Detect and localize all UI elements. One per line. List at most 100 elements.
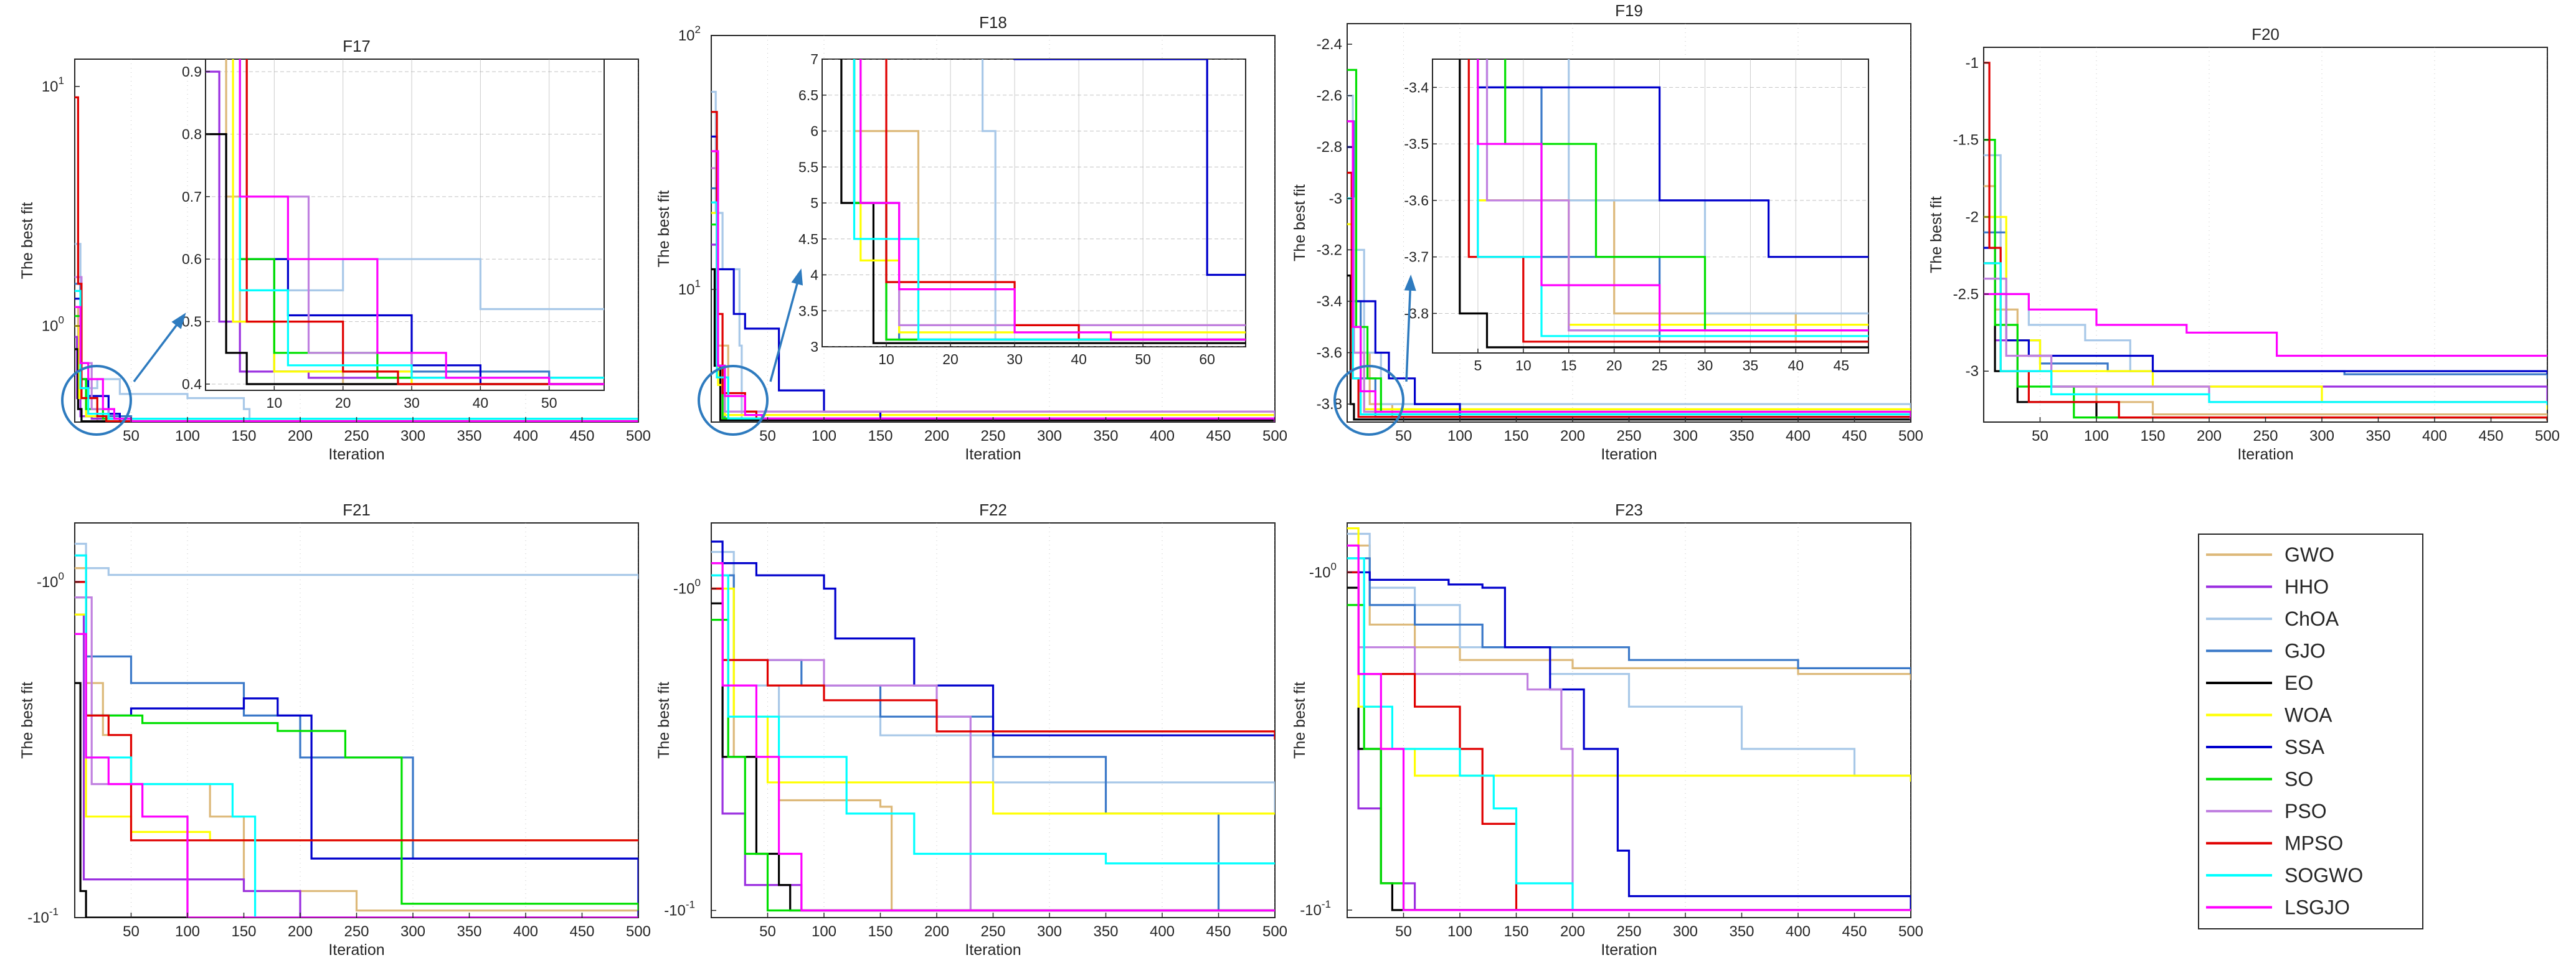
inset-series-line-pso: [1485, 59, 1868, 332]
y-tick-label: 101: [42, 75, 64, 95]
inset-x-tick-label: 5: [1474, 357, 1482, 374]
legend-box: [2198, 534, 2423, 929]
y-tick-label: -2.6: [1317, 88, 1342, 105]
x-axis-label: Iteration: [965, 941, 1021, 959]
y-axis-label: The best fit: [655, 190, 673, 268]
x-tick-label: 200: [288, 923, 313, 940]
x-tick-label: 400: [513, 923, 538, 940]
x-tick-label: 250: [1616, 428, 1641, 444]
zoom-arrow-head: [1404, 275, 1416, 291]
y-tick-label: -10-1: [664, 898, 695, 919]
y-tick-label: 100: [42, 314, 64, 335]
inset-series-line-gwo: [1477, 59, 1868, 343]
inset-x-tick-label: 20: [1606, 357, 1622, 374]
x-tick-label: 450: [1842, 428, 1867, 444]
x-tick-label: 100: [2084, 428, 2109, 444]
inset-x-tick-label: 10: [267, 395, 283, 411]
y-tick-label: -3: [1329, 190, 1342, 207]
panel-f22: 50 100 150 200 250 300 350 400 450 500 -100 -10-1 F2…: [655, 501, 1287, 959]
x-tick-label: 150: [231, 428, 256, 444]
inset-x-tick-label: 40: [1071, 351, 1087, 367]
inset-series-line-pso: [245, 59, 604, 379]
x-tick-label: 250: [980, 428, 1005, 444]
x-axis-label: Iteration: [1601, 941, 1657, 959]
y-tick-label: -3.2: [1317, 242, 1342, 258]
inset-y-tick-label: -3.4: [1404, 79, 1429, 95]
x-tick-label: 150: [1503, 428, 1528, 444]
series-line-lsgjo: [1347, 120, 1911, 420]
zoom-arrow: [1405, 278, 1412, 382]
y-tick-label: -2.8: [1317, 139, 1342, 156]
y-axis-label: The best fit: [655, 682, 673, 759]
x-tick-label: 500: [626, 428, 651, 444]
x-tick-label: 100: [812, 428, 836, 444]
grid-lines: [131, 523, 638, 918]
series-line-sogwo: [1347, 557, 1911, 911]
x-tick-label: 250: [980, 923, 1005, 940]
x-tick-label: 150: [1503, 923, 1528, 940]
inset-series-line-woa: [232, 59, 604, 385]
x-tick-label: 350: [1093, 923, 1118, 940]
inset-series-line-choa: [982, 59, 1246, 341]
inset-x-tick-label: 40: [473, 395, 489, 411]
y-tick-label: -3.6: [1317, 345, 1342, 362]
x-tick-label: 350: [457, 923, 481, 940]
panel-title: F19: [1615, 1, 1643, 20]
inset-y-tick-label: 6: [810, 123, 818, 139]
y-tick-label: -100: [37, 570, 64, 591]
series-line-ssa: [1347, 571, 1911, 910]
x-tick-label: 350: [2365, 428, 2390, 444]
inset-y-tick-label: 3: [810, 339, 818, 355]
y-tick-label: -100: [673, 577, 701, 598]
inset-y-tick-label: 0.9: [182, 63, 202, 80]
inset-y-tick-label: 5: [810, 195, 818, 211]
inset-x-tick-label: 35: [1743, 357, 1759, 374]
x-tick-label: 450: [1206, 428, 1231, 444]
x-tick-label: 350: [1093, 428, 1118, 444]
x-tick-label: 100: [1447, 428, 1472, 444]
x-tick-label: 200: [1560, 428, 1585, 444]
inset-series-line-mpso: [245, 59, 604, 385]
x-tick-label: 450: [1842, 923, 1867, 940]
inset-x-tick-label: 10: [1515, 357, 1532, 374]
x-tick-label: 500: [2535, 428, 2560, 444]
x-tick-label: 350: [457, 428, 481, 444]
inset-x-tick-label: 50: [541, 395, 557, 411]
inset-y-tick-label: -3.8: [1404, 305, 1429, 321]
zoom-inset: 10 20 30 40 50 0.4 0.5 0.6 0.7 0.8 0.9: [182, 59, 605, 411]
inset-x-tick-label: 40: [1788, 357, 1804, 374]
x-tick-label: 500: [1898, 428, 1923, 444]
y-tick-label: 101: [678, 278, 701, 298]
panel-title: F17: [343, 37, 371, 55]
inset-y-tick-label: 4: [810, 267, 818, 283]
inset-series-line-gwo: [853, 59, 1246, 326]
inset-y-tick-label: 3.5: [798, 303, 818, 319]
panel-title: F22: [979, 501, 1007, 519]
x-axis-label: Iteration: [2237, 446, 2293, 463]
x-tick-label: 350: [1729, 923, 1754, 940]
legend-label: ChOA: [2285, 608, 2339, 630]
x-tick-label: 500: [1262, 428, 1287, 444]
y-tick-label: -3: [1966, 363, 1979, 380]
panel-f23: 50 100 150 200 250 300 350 400 450 500 -100 -10-1 F2…: [1291, 501, 1923, 959]
x-tick-label: 200: [924, 923, 949, 940]
x-tick-label: 200: [1560, 923, 1585, 940]
legend-label: WOA: [2285, 704, 2332, 726]
inset-series-line-eo: [206, 133, 604, 385]
inset-x-tick-label: 50: [1135, 351, 1151, 367]
x-tick-label: 200: [2197, 428, 2222, 444]
y-tick-label: -100: [1309, 560, 1337, 581]
y-tick-label: -10-1: [1300, 898, 1331, 919]
x-tick-label: 150: [231, 923, 256, 940]
series-line-woa: [711, 587, 1275, 815]
inset-series-line-sogwo: [239, 59, 604, 379]
inset-x-tick-label: 60: [1199, 351, 1215, 367]
x-tick-label: 50: [123, 923, 140, 940]
x-tick-label: 50: [759, 923, 776, 940]
x-tick-label: 500: [1262, 923, 1287, 940]
x-tick-label: 300: [1037, 923, 1062, 940]
panel-f18: 50 100 150 200 250 300 350 400 450 500102101F18It…: [655, 13, 1287, 463]
inset-x-tick-label: 25: [1652, 357, 1668, 374]
inset-x-tick-label: 10: [878, 351, 894, 367]
